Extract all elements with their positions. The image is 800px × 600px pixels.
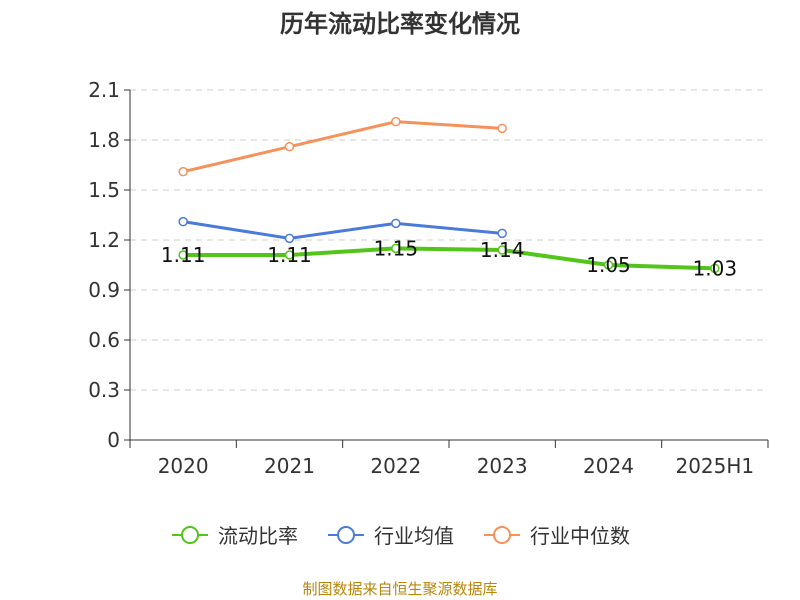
y-tick-label: 1.5	[88, 178, 120, 202]
x-tick-label: 2025H1	[675, 454, 754, 478]
legend-item-current-ratio[interactable]: 流动比率	[170, 520, 298, 549]
series-line	[182, 220, 503, 240]
data-point	[178, 216, 188, 227]
legend: 流动比率 行业均值 行业中位数	[0, 520, 800, 549]
data-point	[178, 166, 188, 177]
legend-label: 行业均值	[374, 524, 454, 548]
x-tick-label: 2023	[477, 454, 528, 478]
source-note: 制图数据来自恒生聚源数据库	[302, 580, 498, 598]
data-point	[497, 228, 507, 239]
legend-item-industry-mean[interactable]: 行业均值	[326, 520, 454, 549]
data-label: 1.15	[374, 236, 419, 260]
y-tick-label: 1.8	[88, 128, 120, 152]
x-tick-label: 2024	[583, 454, 634, 478]
series-line	[182, 120, 503, 174]
legend-label: 流动比率	[218, 524, 298, 548]
legend-marker-icon	[172, 525, 208, 544]
data-label: 1.14	[480, 238, 525, 262]
x-tick-label: 2022	[370, 454, 421, 478]
data-point	[710, 263, 720, 274]
chart-title: 历年流动比率变化情况	[280, 10, 520, 38]
legend-marker-icon	[328, 525, 364, 544]
data-label: 1.11	[161, 243, 206, 267]
data-point	[391, 243, 401, 254]
data-point	[391, 218, 401, 229]
y-tick-label: 1.2	[88, 228, 120, 252]
grid-layer	[130, 89, 768, 391]
data-point	[284, 233, 295, 244]
y-tick-label: 0	[107, 428, 120, 452]
data-label: 1.05	[586, 253, 631, 277]
series-line	[183, 246, 715, 271]
data-point	[178, 250, 188, 260]
label-layer: 1.11 1.11 1.15 1.14 1.05 1.03	[161, 236, 737, 280]
legend-label: 行业中位数	[530, 524, 630, 548]
data-label: 1.03	[693, 256, 738, 280]
data-point	[391, 116, 401, 127]
series-layer	[178, 116, 720, 274]
data-point	[284, 250, 295, 260]
legend-item-industry-median[interactable]: 行业中位数	[482, 520, 630, 549]
data-point	[284, 141, 295, 152]
x-tick-label: 2021	[264, 454, 315, 478]
axis-layer: 0 0.3 0.6 0.9 1.2 1.5 1.8 2.1 2020 2021 2022 2023 20…	[88, 78, 769, 478]
legend-marker-icon	[484, 525, 520, 544]
y-tick-label: 0.3	[88, 378, 120, 402]
y-tick-label: 0.6	[88, 328, 120, 352]
data-label: 1.11	[267, 243, 312, 267]
data-point	[603, 260, 614, 270]
y-tick-label: 0.9	[88, 278, 120, 302]
x-tick-label: 2020	[158, 454, 209, 478]
data-point	[497, 245, 507, 255]
y-tick-label: 2.1	[88, 78, 120, 102]
data-point	[497, 123, 507, 134]
